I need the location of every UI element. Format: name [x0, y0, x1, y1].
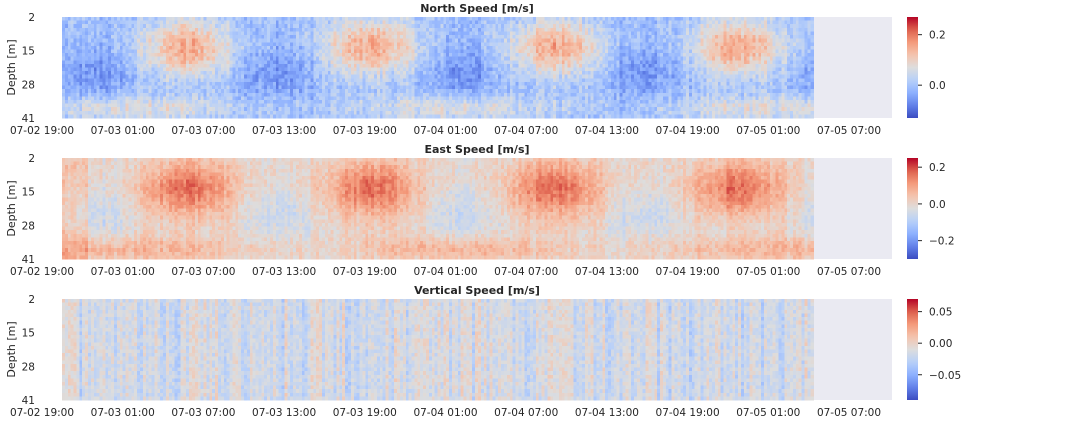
heatmap-cells	[62, 17, 814, 119]
panel-title: North Speed [m/s]	[420, 2, 534, 15]
